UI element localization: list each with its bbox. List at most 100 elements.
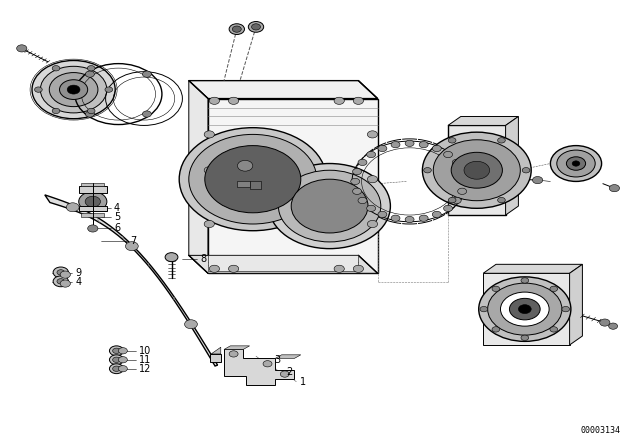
Circle shape <box>79 192 107 211</box>
Circle shape <box>113 366 120 371</box>
Circle shape <box>60 80 88 99</box>
Bar <box>250 181 261 189</box>
Text: 10: 10 <box>139 346 151 356</box>
Circle shape <box>204 220 214 228</box>
Circle shape <box>433 145 442 151</box>
Circle shape <box>205 146 301 213</box>
Circle shape <box>351 178 360 185</box>
Circle shape <box>334 265 344 272</box>
Circle shape <box>444 205 452 211</box>
Circle shape <box>378 211 387 218</box>
Circle shape <box>353 188 362 194</box>
Circle shape <box>278 170 381 242</box>
Circle shape <box>458 188 467 194</box>
Circle shape <box>550 146 602 181</box>
Circle shape <box>109 364 124 374</box>
Bar <box>79 186 107 193</box>
Circle shape <box>209 97 220 104</box>
Circle shape <box>52 65 60 71</box>
Polygon shape <box>189 81 378 99</box>
Circle shape <box>518 305 531 314</box>
Circle shape <box>118 357 127 363</box>
Circle shape <box>113 348 120 353</box>
Text: 7: 7 <box>130 237 136 246</box>
Circle shape <box>367 131 378 138</box>
Circle shape <box>229 24 244 34</box>
Circle shape <box>85 196 100 207</box>
Text: 6: 6 <box>114 223 120 233</box>
Circle shape <box>109 346 124 356</box>
Circle shape <box>353 97 364 104</box>
Circle shape <box>280 371 289 377</box>
Text: 3: 3 <box>274 355 280 365</box>
Circle shape <box>87 108 95 114</box>
Circle shape <box>232 26 241 32</box>
Circle shape <box>557 150 595 177</box>
Polygon shape <box>483 273 570 345</box>
Circle shape <box>291 179 368 233</box>
Circle shape <box>184 320 197 329</box>
Bar <box>237 181 250 187</box>
Circle shape <box>492 286 500 292</box>
Circle shape <box>572 161 580 166</box>
Text: 1: 1 <box>300 377 306 387</box>
Circle shape <box>358 159 367 166</box>
Circle shape <box>204 131 214 138</box>
Text: 2: 2 <box>287 367 293 377</box>
Circle shape <box>189 134 317 224</box>
Polygon shape <box>570 264 582 345</box>
Text: 4: 4 <box>114 203 120 213</box>
Circle shape <box>600 319 610 326</box>
Polygon shape <box>45 195 218 366</box>
Circle shape <box>479 277 571 341</box>
Circle shape <box>229 351 238 357</box>
Circle shape <box>165 253 178 262</box>
Circle shape <box>209 265 220 272</box>
Polygon shape <box>208 99 378 273</box>
Circle shape <box>449 138 456 143</box>
Circle shape <box>334 97 344 104</box>
Circle shape <box>353 168 362 175</box>
Circle shape <box>32 60 115 119</box>
Circle shape <box>405 140 414 146</box>
Circle shape <box>88 225 98 232</box>
Circle shape <box>405 216 414 223</box>
Circle shape <box>57 279 65 284</box>
Text: 9: 9 <box>76 268 82 278</box>
Circle shape <box>562 306 570 312</box>
Circle shape <box>118 348 127 354</box>
Circle shape <box>609 323 618 329</box>
Circle shape <box>179 128 326 231</box>
Circle shape <box>609 185 620 192</box>
Polygon shape <box>483 264 582 273</box>
Bar <box>79 206 107 211</box>
Circle shape <box>419 215 428 221</box>
Circle shape <box>433 140 520 201</box>
Circle shape <box>143 111 152 117</box>
Circle shape <box>521 335 529 340</box>
Circle shape <box>458 168 467 175</box>
Circle shape <box>444 151 452 158</box>
Polygon shape <box>211 347 221 354</box>
Text: 8: 8 <box>200 254 207 264</box>
Circle shape <box>269 164 390 249</box>
Circle shape <box>488 283 562 335</box>
Circle shape <box>480 306 488 312</box>
Circle shape <box>521 278 529 283</box>
Circle shape <box>60 271 70 278</box>
Circle shape <box>85 111 94 117</box>
Circle shape <box>53 276 68 287</box>
Circle shape <box>52 108 60 114</box>
Circle shape <box>509 298 540 320</box>
Circle shape <box>252 24 260 30</box>
Circle shape <box>237 160 253 171</box>
Circle shape <box>433 211 442 218</box>
Circle shape <box>85 71 94 77</box>
Circle shape <box>125 242 138 250</box>
Circle shape <box>522 168 530 173</box>
Polygon shape <box>448 125 506 215</box>
Circle shape <box>57 270 65 275</box>
Circle shape <box>109 355 124 365</box>
Text: 4: 4 <box>76 277 82 287</box>
Circle shape <box>492 327 500 332</box>
